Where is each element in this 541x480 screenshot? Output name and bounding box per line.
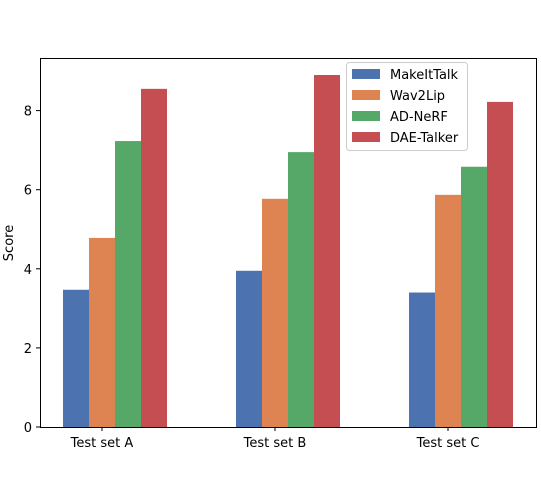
bar-ad-nerf-3 <box>461 166 487 427</box>
legend: MakeItTalk Wav2Lip AD-NeRF DAE-Talker <box>346 62 468 151</box>
legend-label: MakeItTalk <box>390 68 459 83</box>
bar-dae-talker-1 <box>141 88 167 427</box>
legend-label: AD-NeRF <box>390 110 448 125</box>
bar-makeittalk-1 <box>63 289 89 427</box>
x-tick-label: Test set B <box>243 436 307 451</box>
legend-swatch <box>352 132 380 142</box>
bar-dae-talker-2 <box>314 75 340 427</box>
legend-swatch <box>352 90 380 100</box>
bar-wav2lip-1 <box>89 237 115 427</box>
legend-box <box>346 62 468 151</box>
bars-group <box>63 75 513 428</box>
y-axis-title: Score <box>2 225 17 261</box>
legend-label: DAE-Talker <box>390 131 459 146</box>
bar-ad-nerf-2 <box>288 152 314 428</box>
bar-makeittalk-2 <box>236 270 262 427</box>
x-axis: Test set A Test set B Test set C <box>70 427 480 451</box>
y-tick-label: 0 <box>24 421 32 436</box>
y-tick-label: 2 <box>24 342 32 357</box>
y-tick-label: 8 <box>24 105 32 120</box>
bar-dae-talker-3 <box>487 101 513 427</box>
x-tick-label: Test set A <box>70 436 134 451</box>
bar-makeittalk-3 <box>409 292 435 427</box>
plot-frame <box>40 58 537 428</box>
bar-wav2lip-3 <box>435 194 461 427</box>
legend-swatch <box>352 69 380 79</box>
bar-ad-nerf-1 <box>115 141 141 427</box>
legend-label: Wav2Lip <box>390 89 445 104</box>
y-tick-label: 4 <box>24 263 32 278</box>
x-tick-label: Test set C <box>416 436 480 451</box>
y-tick-label: 6 <box>24 184 32 199</box>
legend-swatch <box>352 111 380 121</box>
y-axis: 0 2 4 6 8 <box>24 105 40 436</box>
bar-wav2lip-2 <box>262 198 288 427</box>
